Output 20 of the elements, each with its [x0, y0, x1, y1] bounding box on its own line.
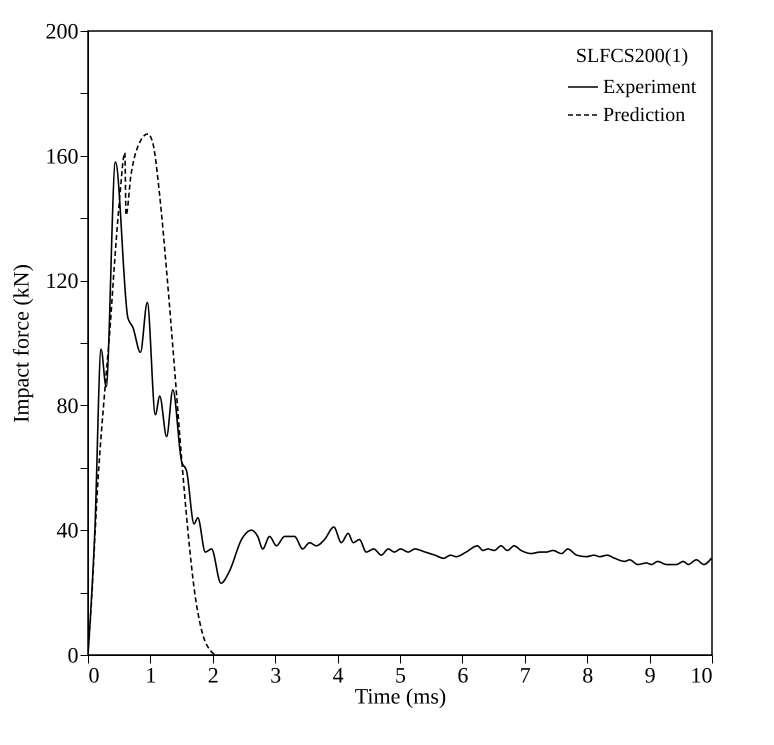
- y-tick-label: 0: [68, 642, 78, 668]
- x-tick-label: 8: [582, 662, 594, 688]
- x-tick-label: 6: [457, 662, 468, 688]
- x-tick-label: 3: [270, 662, 282, 688]
- x-tick-label: 4: [332, 662, 344, 688]
- y-tick-label: 160: [46, 143, 78, 168]
- x-tick-label: 7: [520, 662, 531, 688]
- legend-label: Experiment: [603, 76, 697, 98]
- y-tick-label: 40: [56, 518, 78, 543]
- x-tick-label: 9: [644, 662, 656, 688]
- x-tick-label: 2: [208, 662, 219, 688]
- legend-label: Prediction: [603, 104, 686, 126]
- x-tick-label: 10: [690, 662, 712, 688]
- y-axis-title: Impact force (kN): [8, 264, 34, 423]
- y-tick-label: 80: [56, 392, 78, 418]
- x-tick-label: 0: [88, 662, 100, 688]
- y-tick-label: 120: [46, 268, 78, 294]
- y-tick-label: 200: [46, 18, 78, 44]
- legend-title: SLFCS200(1): [576, 45, 688, 67]
- x-tick-label: 1: [145, 662, 156, 688]
